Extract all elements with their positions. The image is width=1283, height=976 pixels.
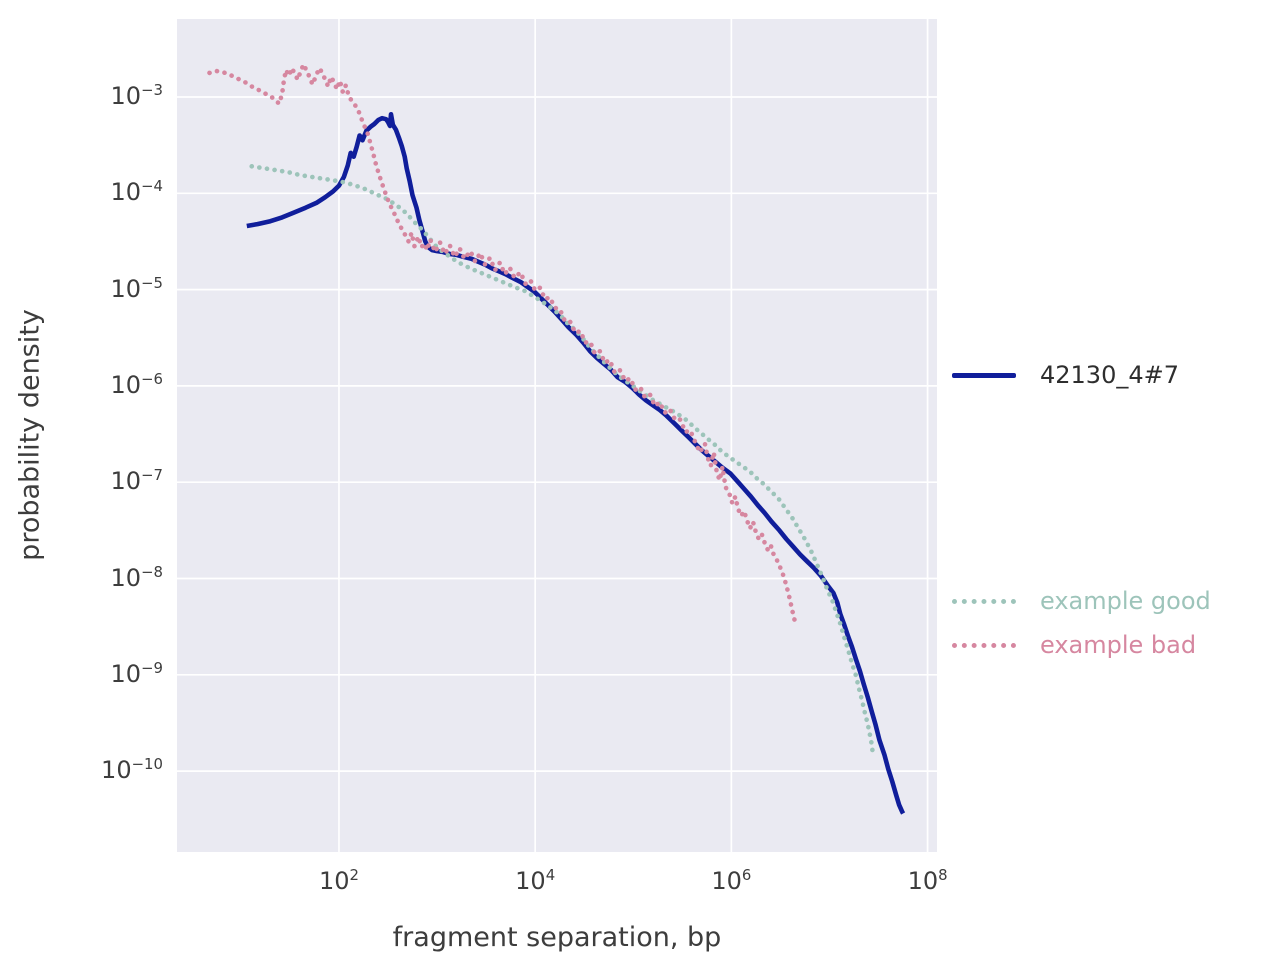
y-axis-label: probability density bbox=[14, 309, 46, 561]
series-example-good bbox=[249, 164, 875, 755]
legend-label-42130: 42130_4#7 bbox=[1040, 361, 1179, 389]
legend-main: 42130_4#7 bbox=[952, 360, 1179, 390]
y-tick-label: 10−6 bbox=[110, 369, 163, 399]
legend-entry-42130: 42130_4#7 bbox=[952, 360, 1179, 390]
legend-swatch-42130-line bbox=[952, 372, 1016, 378]
x-tick-label: 102 bbox=[318, 866, 359, 895]
legend-label-example-bad: example bad bbox=[1040, 631, 1197, 659]
legend-swatch-example-good-line bbox=[952, 598, 1016, 604]
y-tick-label: 10−4 bbox=[110, 177, 163, 207]
legend-swatch-example-bad-line bbox=[952, 642, 1016, 648]
y-tick-label: 10−10 bbox=[101, 755, 163, 785]
legend-examples: example good example bad bbox=[952, 586, 1211, 660]
x-tick-label: 106 bbox=[711, 866, 752, 895]
legend-entry-example-good: example good bbox=[952, 586, 1211, 616]
y-tick-label: 10−7 bbox=[110, 466, 163, 496]
x-tick-label: 104 bbox=[515, 866, 556, 895]
x-tick-label: 108 bbox=[907, 866, 948, 895]
legend-label-example-good: example good bbox=[1040, 587, 1211, 615]
y-tick-label: 10−3 bbox=[110, 81, 163, 110]
y-tick-label: 10−9 bbox=[110, 658, 163, 688]
legend-entry-example-bad: example bad bbox=[952, 630, 1211, 660]
plot-area bbox=[177, 19, 937, 852]
y-tick-label: 10−8 bbox=[110, 562, 163, 592]
x-axis-label: fragment separation, bp bbox=[392, 922, 722, 953]
y-tick-label: 10−5 bbox=[110, 273, 163, 303]
series-example-bad bbox=[207, 62, 798, 627]
